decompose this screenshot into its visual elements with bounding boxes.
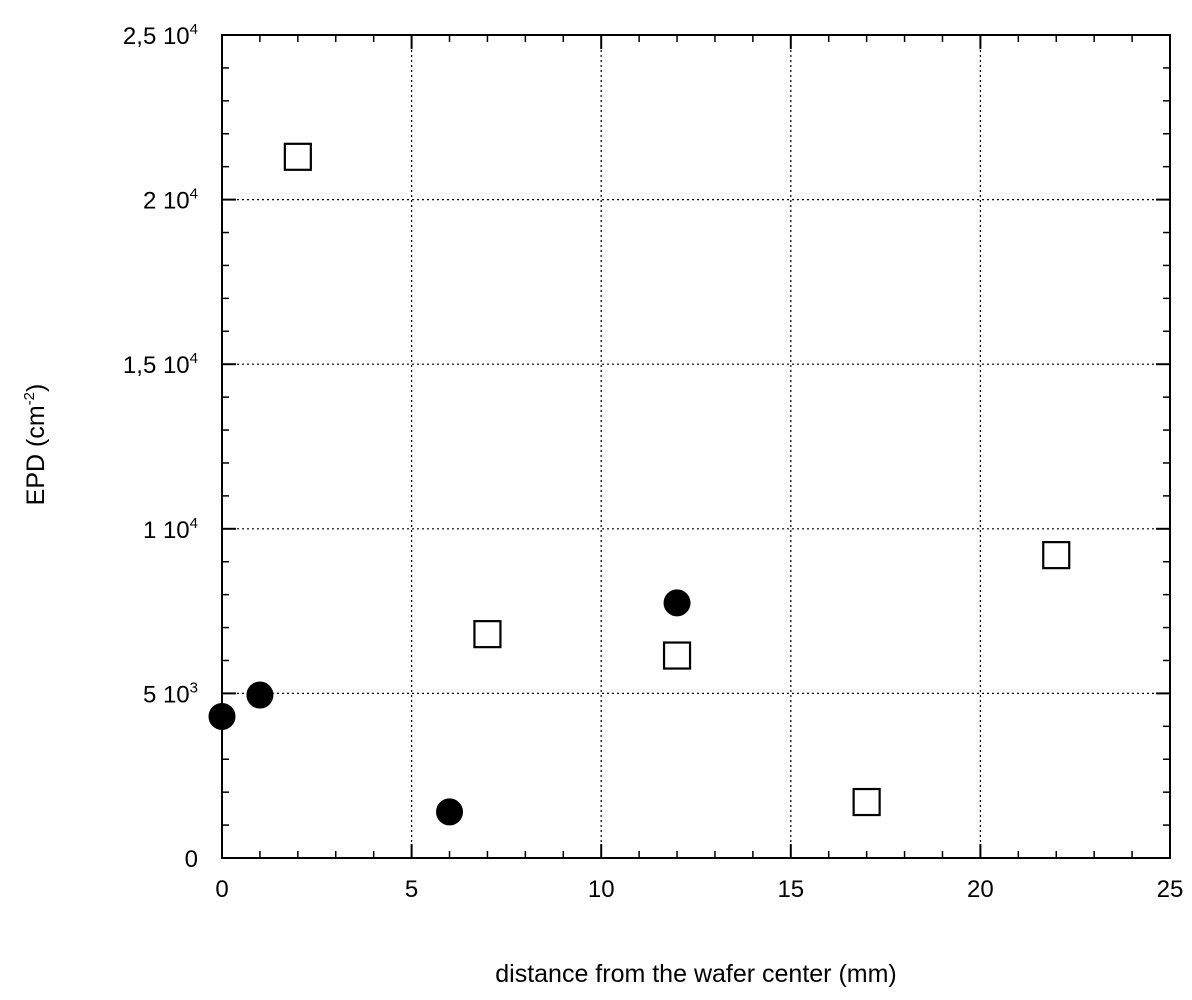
data-point-filled-circle <box>436 798 464 826</box>
y-tick-exponent: 4 <box>190 515 198 532</box>
y-axis-title-close: ) <box>22 384 50 392</box>
y-tick-mantissa: 1 10 <box>143 517 190 544</box>
y-axis-title-main: EPD (cm <box>22 405 50 505</box>
data-point-open-square <box>473 620 502 649</box>
y-tick-label: 1,5 104 <box>123 350 198 379</box>
y-axis-title: EPD (cm-2) <box>21 384 50 506</box>
x-tick-label: 5 <box>405 876 418 903</box>
x-tick-label: 0 <box>215 876 228 903</box>
y-tick-mantissa: 1,5 10 <box>123 352 190 379</box>
major-ticks <box>221 34 1171 859</box>
y-tick-label: 1 104 <box>143 515 198 544</box>
data-point-open-square <box>852 787 881 817</box>
x-tick-label: 20 <box>967 876 994 903</box>
y-tick-mantissa: 5 10 <box>143 681 190 708</box>
y-tick-exponent: 4 <box>190 186 198 203</box>
x-axis-title: distance from the wafer center (mm) <box>495 960 897 988</box>
y-tick-mantissa: 2,5 10 <box>123 23 190 50</box>
y-tick-label: 5 103 <box>143 679 198 708</box>
plot-frame <box>221 34 1171 859</box>
y-tick-exponent: 4 <box>190 21 198 38</box>
y-tick-exponent: 3 <box>190 679 198 696</box>
grid-lines <box>222 35 1170 858</box>
y-tick-exponent: 4 <box>190 350 198 367</box>
x-tick-label: 15 <box>777 876 804 903</box>
data-point-open-square <box>1042 541 1071 570</box>
data-points <box>208 142 1071 826</box>
data-point-filled-circle <box>663 589 691 617</box>
data-point-filled-circle <box>208 702 236 730</box>
data-point-filled-circle <box>246 681 274 709</box>
y-tick-mantissa: 2 10 <box>143 188 190 215</box>
x-tick-label: 10 <box>588 876 615 903</box>
y-tick-label: 2 104 <box>143 186 198 215</box>
y-tick-label: 0 <box>185 846 198 873</box>
minor-ticks <box>222 35 1170 858</box>
data-point-open-square <box>283 142 312 171</box>
x-tick-label: 25 <box>1157 876 1184 903</box>
data-point-open-square <box>662 641 692 670</box>
y-axis-title-superscript: -2 <box>21 392 38 405</box>
x-tick-labels: 0 5 10 15 20 25 <box>215 876 1183 903</box>
y-tick-label: 2,5 104 <box>123 21 198 50</box>
